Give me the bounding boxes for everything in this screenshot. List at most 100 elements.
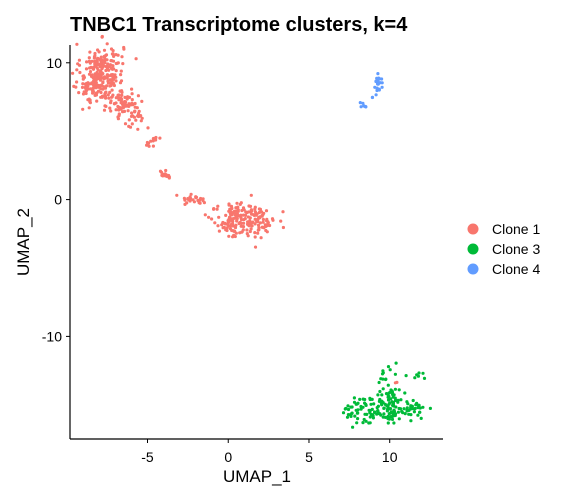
scatter-point-clone-1 — [123, 95, 127, 99]
scatter-point-clone-1 — [108, 84, 112, 88]
scatter-point-clone-1 — [112, 81, 116, 86]
scatter-point-clone-1 — [122, 47, 126, 51]
scatter-point-clone-1 — [114, 69, 118, 73]
scatter-point-clone-1 — [264, 209, 269, 213]
scatter-point-clone-3 — [411, 398, 415, 403]
scatter-point-clone-3 — [345, 415, 350, 419]
scatter-point-clone-3 — [363, 401, 367, 405]
scatter-point-clone-1 — [257, 210, 261, 215]
scatter-point-clone-1 — [259, 236, 263, 240]
scatter-point-clone-1 — [213, 221, 217, 225]
scatter-point-clone-3 — [422, 376, 427, 380]
scatter-point-clone-1 — [132, 115, 136, 119]
y-tick-label: -10 — [42, 328, 62, 344]
scatter-point-clone-1 — [239, 216, 243, 220]
x-axis-ticks: -5 0 5 10 — [141, 439, 398, 465]
scatter-point-clone-1 — [93, 59, 97, 64]
scatter-point-clone-1 — [75, 80, 79, 84]
scatter-point-clone-1 — [261, 220, 265, 224]
scatter-point-clone-1 — [87, 59, 91, 63]
scatter-point-clone-1 — [212, 207, 216, 211]
scatter-point-clone-1 — [85, 88, 89, 92]
scatter-point-clone-1 — [182, 196, 186, 200]
scatter-point-clone-1 — [250, 224, 254, 228]
scatter-point-clone-3 — [392, 421, 396, 425]
scatter-point-clone-1 — [109, 109, 113, 113]
scatter-point-clone-3 — [377, 380, 381, 385]
scatter-point-clone-1 — [109, 81, 113, 85]
scatter-point-clone-3 — [368, 421, 372, 425]
scatter-point-clone-1 — [253, 207, 257, 211]
scatter-point-clone-1 — [117, 113, 121, 118]
scatter-point-clone-3 — [361, 421, 365, 425]
scatter-point-clone-1 — [81, 77, 85, 81]
scatter-point-clone-1 — [97, 83, 101, 88]
scatter-point-clone-1 — [123, 122, 128, 126]
scatter-point-clone-1 — [247, 224, 251, 228]
scatter-point-clone-4 — [376, 72, 380, 76]
scatter-point-clone-3 — [409, 405, 413, 409]
y-axis-ticks: -10 0 10 — [42, 55, 70, 344]
scatter-point-clone-1 — [118, 81, 123, 85]
scatter-point-clone-1 — [253, 210, 257, 214]
scatter-point-clone-1 — [95, 73, 99, 77]
scatter-point-clone-1 — [110, 88, 114, 92]
scatter-point-clone-1 — [81, 107, 85, 111]
scatter-point-clone-1 — [112, 76, 116, 80]
scatter-point-clone-1 — [249, 193, 253, 197]
scatter-point-clone-1 — [261, 217, 265, 222]
scatter-point-clone-1 — [121, 62, 125, 66]
scatter-point-clone-1 — [242, 221, 246, 225]
scatter-point-clone-1 — [197, 201, 201, 205]
scatter-point-clone-1 — [118, 89, 122, 93]
scatter-point-clone-1 — [134, 57, 138, 61]
scatter-point-clone-1 — [119, 69, 123, 73]
scatter-point-clone-3 — [353, 414, 357, 418]
scatter-point-clone-1 — [159, 170, 164, 174]
scatter-point-clone-1 — [256, 223, 261, 227]
scatter-point-clone-3 — [394, 361, 398, 365]
scatter-point-clone-1 — [77, 63, 82, 67]
scatter-point-clone-1 — [80, 85, 85, 89]
y-tick-label: 10 — [46, 55, 62, 71]
scatter-point-clone-1 — [90, 73, 94, 77]
scatter-point-clone-1 — [108, 106, 112, 110]
scatter-point-clone-1 — [194, 195, 199, 199]
scatter-point-clone-1 — [110, 95, 114, 99]
scatter-point-clone-1 — [127, 118, 131, 122]
scatter-point-clone-1 — [246, 234, 250, 238]
scatter-point-clone-1 — [90, 81, 94, 85]
scatter-point-clone-1 — [114, 108, 118, 112]
scatter-point-clone-1 — [234, 223, 238, 227]
scatter-point-clone-1 — [256, 231, 260, 235]
scatter-point-clone-1 — [245, 228, 249, 232]
scatter-point-clone-1 — [115, 61, 119, 65]
scatter-point-clone-1 — [227, 234, 231, 238]
scatter-point-clone-1 — [126, 109, 130, 113]
scatter-point-clone-3 — [383, 415, 387, 419]
scatter-point-clone-3 — [387, 417, 391, 421]
scatter-point-clone-1 — [227, 202, 231, 206]
scatter-point-clone-3 — [416, 374, 420, 378]
scatter-point-clone-3 — [387, 402, 391, 406]
scatter-point-clone-1 — [233, 229, 237, 233]
scatter-point-clone-3 — [428, 406, 432, 410]
scatter-point-clone-1 — [121, 104, 125, 108]
scatter-point-clone-1 — [122, 109, 127, 113]
scatter-point-clone-3 — [386, 383, 390, 387]
scatter-point-clone-3 — [418, 406, 422, 410]
scatter-point-clone-1 — [104, 64, 108, 69]
scatter-point-clone-3 — [346, 407, 351, 412]
scatter-point-clone-1 — [224, 213, 228, 217]
scatter-point-clone-1 — [227, 220, 231, 224]
scatter-point-clone-1 — [249, 208, 253, 212]
scatter-point-clone-1 — [116, 94, 120, 98]
scatter-point-clone-1 — [248, 219, 252, 223]
scatter-point-clone-1 — [106, 79, 110, 83]
scatter-point-clone-3 — [343, 407, 347, 411]
scatter-point-clone-1 — [109, 101, 113, 105]
scatter-point-clone-1 — [270, 217, 275, 221]
scatter-point-clone-3 — [355, 421, 359, 425]
scatter-point-clone-3 — [351, 425, 355, 429]
scatter-point-clone-1 — [94, 81, 98, 85]
